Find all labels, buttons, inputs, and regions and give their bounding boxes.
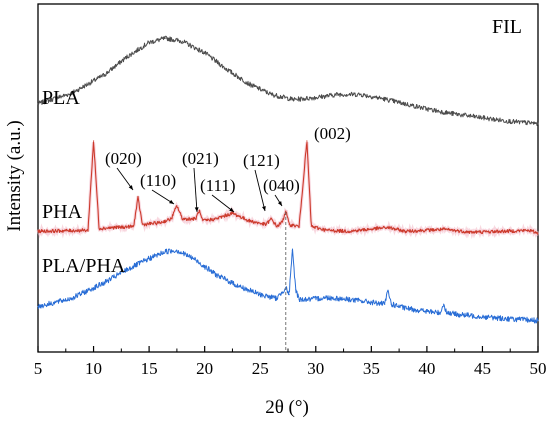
x-tick-label: 5 — [34, 359, 43, 378]
peak-arrowhead — [169, 199, 174, 204]
peak-arrow — [254, 169, 266, 212]
peak-arrowhead — [262, 206, 266, 211]
series-layer — [36, 35, 540, 324]
peak-arrow — [193, 167, 198, 213]
peak-arrowhead — [128, 185, 133, 190]
x-tick-label: 25 — [252, 359, 269, 378]
peak-label: (111) — [200, 176, 236, 195]
peak-arrow — [211, 194, 235, 213]
x-tick-label: 15 — [141, 359, 158, 378]
peak-label: (020) — [105, 149, 142, 168]
series-line-pla-pha — [37, 248, 539, 324]
x-tick-label: 35 — [363, 359, 380, 378]
annotation-layer: (020) (110) (021) (111) (121) (040) (002) — [105, 124, 351, 350]
peak-arrowhead — [229, 207, 234, 212]
peak-label: (110) — [140, 171, 176, 190]
chart-title: FIL — [492, 16, 522, 38]
x-axis-label: 2θ (°) — [265, 397, 309, 418]
series-label-pha: PHA — [42, 201, 83, 223]
y-axis-label: Intensity (a.u.) — [4, 120, 25, 231]
data-point-pha — [306, 140, 308, 142]
x-tick-label: 45 — [474, 359, 491, 378]
peak-arrowhead — [194, 207, 199, 212]
data-point-pla — [165, 37, 167, 39]
data-point-pha — [93, 140, 95, 142]
peak-label: (021) — [182, 149, 219, 168]
peak-label: (121) — [243, 151, 280, 170]
peak-arrowhead — [277, 201, 282, 206]
data-point-pla — [181, 40, 183, 43]
series-line-pha — [37, 141, 539, 235]
series-line-pla — [37, 35, 539, 126]
x-tick-label: 50 — [530, 359, 547, 378]
peak-label: (002) — [314, 124, 351, 143]
x-tick-label: 30 — [307, 359, 324, 378]
x-tick-label: 10 — [85, 359, 102, 378]
series-label-pla-pha: PLA/PHA — [42, 255, 126, 277]
series-label-pla: PLA — [42, 87, 80, 109]
peak-label: (040) — [263, 176, 300, 195]
x-tick-label: 20 — [196, 359, 213, 378]
x-tick-label: 40 — [418, 359, 435, 378]
axis-layer: 5 10 15 20 25 30 35 40 45 50 — [34, 346, 547, 378]
